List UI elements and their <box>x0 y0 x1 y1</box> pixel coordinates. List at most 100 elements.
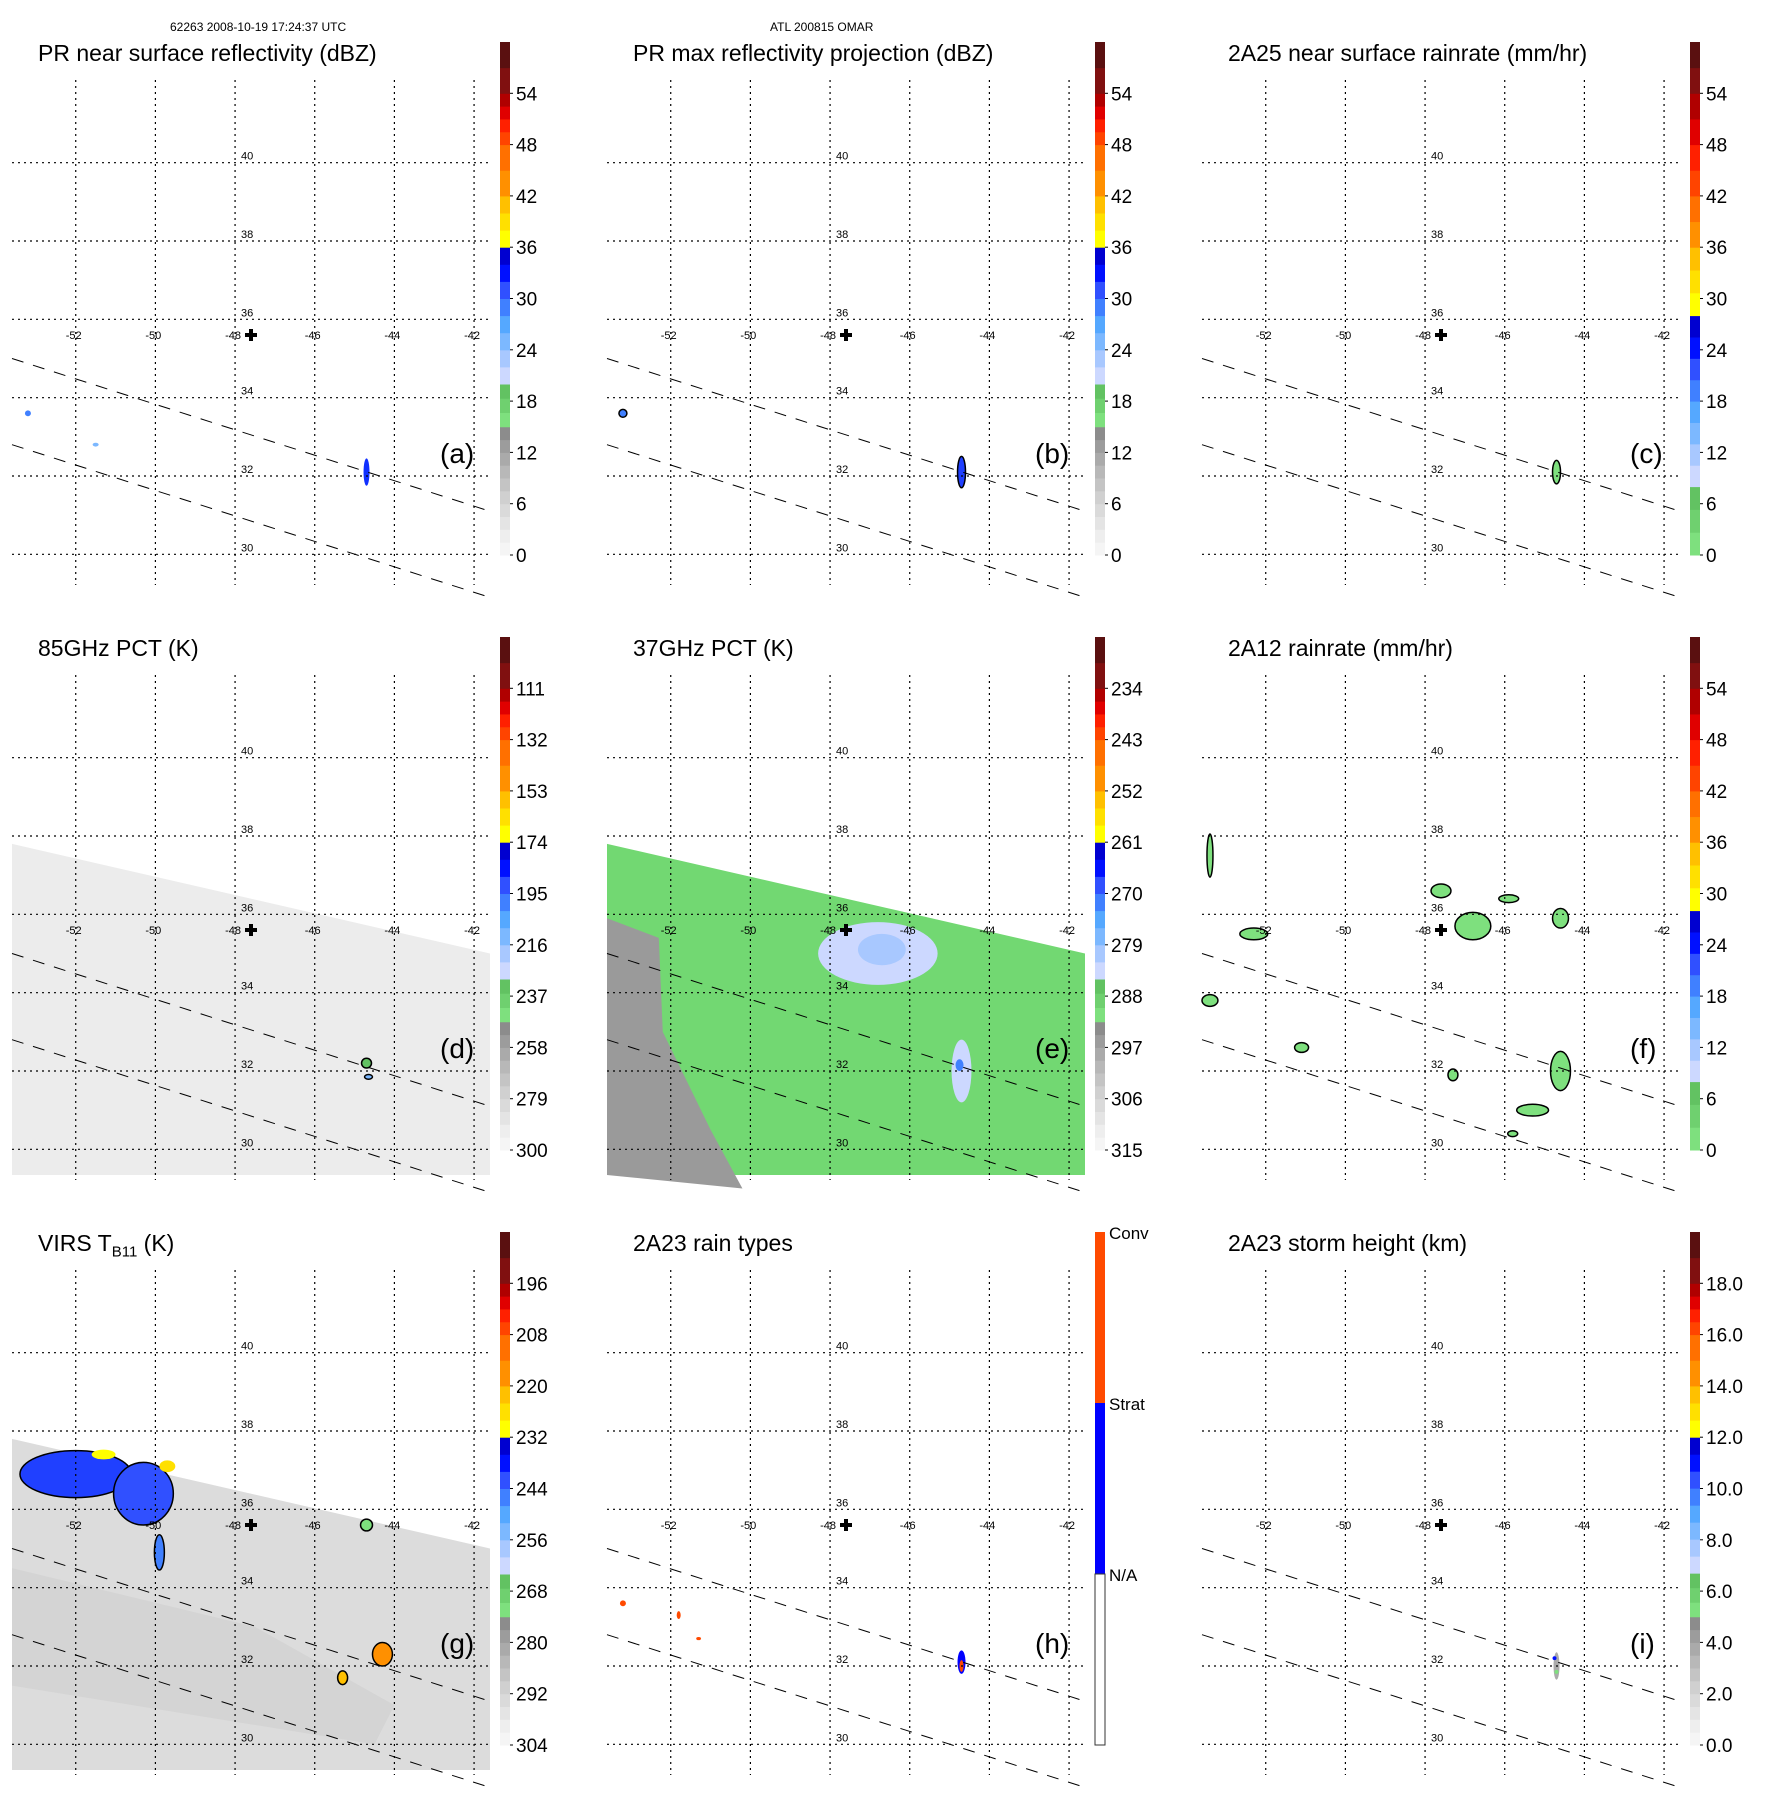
storm-center-plus-icon <box>245 924 257 936</box>
lon-tick-label: -50 <box>740 925 756 937</box>
lon-tick-label: -52 <box>661 1520 677 1532</box>
lon-tick-label: -50 <box>145 925 161 937</box>
data-feature <box>1430 883 1452 899</box>
colorbar-swatch <box>500 490 510 505</box>
lon-tick-label: -42 <box>1059 1520 1075 1532</box>
lat-tick-label: 34 <box>241 981 253 993</box>
colorbar-swatch <box>1690 1629 1700 1643</box>
colorbar-swatch <box>1095 366 1105 385</box>
colorbar-swatch <box>1690 790 1700 818</box>
panel-title-suffix: (K) <box>137 1230 175 1256</box>
colorbar-swatch <box>500 1007 510 1023</box>
colorbar-label: 24 <box>1706 341 1728 362</box>
map-panel-a: 30 32 34 36 38 40 -52 -50 -48 -46 -44 -42 54 48 42 36 30… <box>11 42 538 598</box>
colorbar-label: 2.0 <box>1706 1685 1732 1706</box>
colorbar-swatch <box>500 131 510 146</box>
colorbar-label: 315 <box>1111 1141 1143 1162</box>
colorbar-label: 36 <box>1706 833 1727 854</box>
colorbar-swatch <box>500 1296 510 1310</box>
colorbar-swatch <box>1095 825 1105 843</box>
colorbar-label: 256 <box>516 1531 548 1552</box>
lat-tick-label: 32 <box>241 464 253 476</box>
lon-tick-label: -48 <box>820 330 836 342</box>
colorbar-swatch <box>500 264 510 282</box>
lat-tick-label: 36 <box>241 1497 253 1509</box>
colorbar-swatch <box>500 825 510 843</box>
colorbar-swatch <box>500 739 510 766</box>
lon-tick-label: -46 <box>900 1520 916 1532</box>
colorbar-swatch <box>500 1111 510 1125</box>
colorbar-swatch <box>1690 974 1700 997</box>
colorbar-swatch <box>500 876 510 894</box>
panel-letter: (c) <box>1630 438 1663 469</box>
swath-edge-line <box>11 1634 491 1788</box>
panel-title: 85GHz PCT (K) <box>38 635 199 662</box>
lat-tick-label: 38 <box>1431 229 1443 241</box>
colorbar-swatch <box>1095 1007 1105 1023</box>
colorbar-label: 174 <box>516 833 548 854</box>
colorbar-swatch <box>1690 42 1700 69</box>
colorbar-swatch <box>500 1732 510 1746</box>
colorbar-label: 195 <box>516 885 548 906</box>
colorbar-label: 24 <box>516 341 538 362</box>
data-feature <box>857 933 906 966</box>
colorbar-swatch <box>1095 465 1105 479</box>
data-feature <box>1551 907 1570 929</box>
data-feature <box>1506 1129 1519 1138</box>
swath-edge-line <box>606 1548 1086 1702</box>
colorbar-label: 36 <box>1706 238 1727 259</box>
lon-tick-label: -50 <box>1335 330 1351 342</box>
lat-tick-label: 36 <box>1431 1497 1443 1509</box>
colorbar-label: 48 <box>1111 136 1132 157</box>
panel-title-text: PR near surface reflectivity (dBZ) <box>38 40 377 66</box>
swath-edge-line <box>606 1039 1086 1193</box>
colorbar-swatch <box>1095 701 1105 715</box>
colorbar-swatch <box>1690 1038 1700 1061</box>
lon-tick-label: -50 <box>1335 925 1351 937</box>
lat-tick-label: 40 <box>241 746 253 758</box>
colorbar-swatch <box>500 1232 510 1259</box>
colorbar-swatch <box>1690 1127 1700 1151</box>
colorbar-swatch <box>1690 1403 1700 1421</box>
lat-tick-label: 34 <box>836 386 848 398</box>
colorbar-swatch <box>500 465 510 479</box>
colorbar-swatch <box>1690 765 1700 792</box>
colorbar-swatch <box>1095 118 1105 133</box>
colorbar-swatch <box>1095 452 1105 466</box>
panel-c: 30 32 34 36 38 40 -52 -50 -48 -46 -44 -42 54 48 42 36 30… <box>1190 30 1771 620</box>
lon-tick-label: -44 <box>1574 925 1590 937</box>
colorbar-label: 279 <box>516 1090 548 1111</box>
colorbar-swatch <box>500 1616 510 1631</box>
swath-edge-line <box>1201 1039 1681 1193</box>
colorbar-label: 24 <box>1706 936 1728 957</box>
data-feature <box>24 410 31 417</box>
colorbar-label: 12.0 <box>1706 1428 1743 1449</box>
colorbar-swatch <box>500 1655 510 1669</box>
colorbar-swatch <box>1095 1060 1105 1074</box>
colorbar-swatch <box>1690 170 1700 197</box>
colorbar-swatch <box>500 790 510 809</box>
data-feature <box>956 455 967 489</box>
lon-tick-label: -48 <box>820 925 836 937</box>
data-feature <box>618 408 628 419</box>
colorbar-label: 288 <box>1111 987 1143 1008</box>
colorbar-swatch <box>1690 1257 1700 1284</box>
colorbar-label: 48 <box>516 136 537 157</box>
colorbar-swatch <box>500 910 510 929</box>
colorbar-swatch <box>1690 1437 1700 1455</box>
colorbar-swatch <box>500 1360 510 1387</box>
panel-title-text: VIRS T <box>38 1230 112 1256</box>
colorbar-label: 42 <box>516 187 537 208</box>
colorbar-swatch <box>1095 349 1105 368</box>
lat-tick-label: 40 <box>1431 746 1443 758</box>
colorbar-category-label: Conv <box>1109 1224 1149 1243</box>
colorbar-swatch <box>500 1047 510 1061</box>
panel-title: 2A23 storm height (km) <box>1228 1230 1467 1257</box>
colorbar-swatch <box>1095 529 1105 543</box>
colorbar-swatch <box>500 1602 510 1618</box>
lon-tick-label: -46 <box>1495 925 1511 937</box>
lat-tick-label: 30 <box>241 542 253 554</box>
colorbar-swatch <box>500 67 510 94</box>
lon-tick-label: -42 <box>1654 330 1670 342</box>
colorbar-swatch <box>500 1556 510 1575</box>
